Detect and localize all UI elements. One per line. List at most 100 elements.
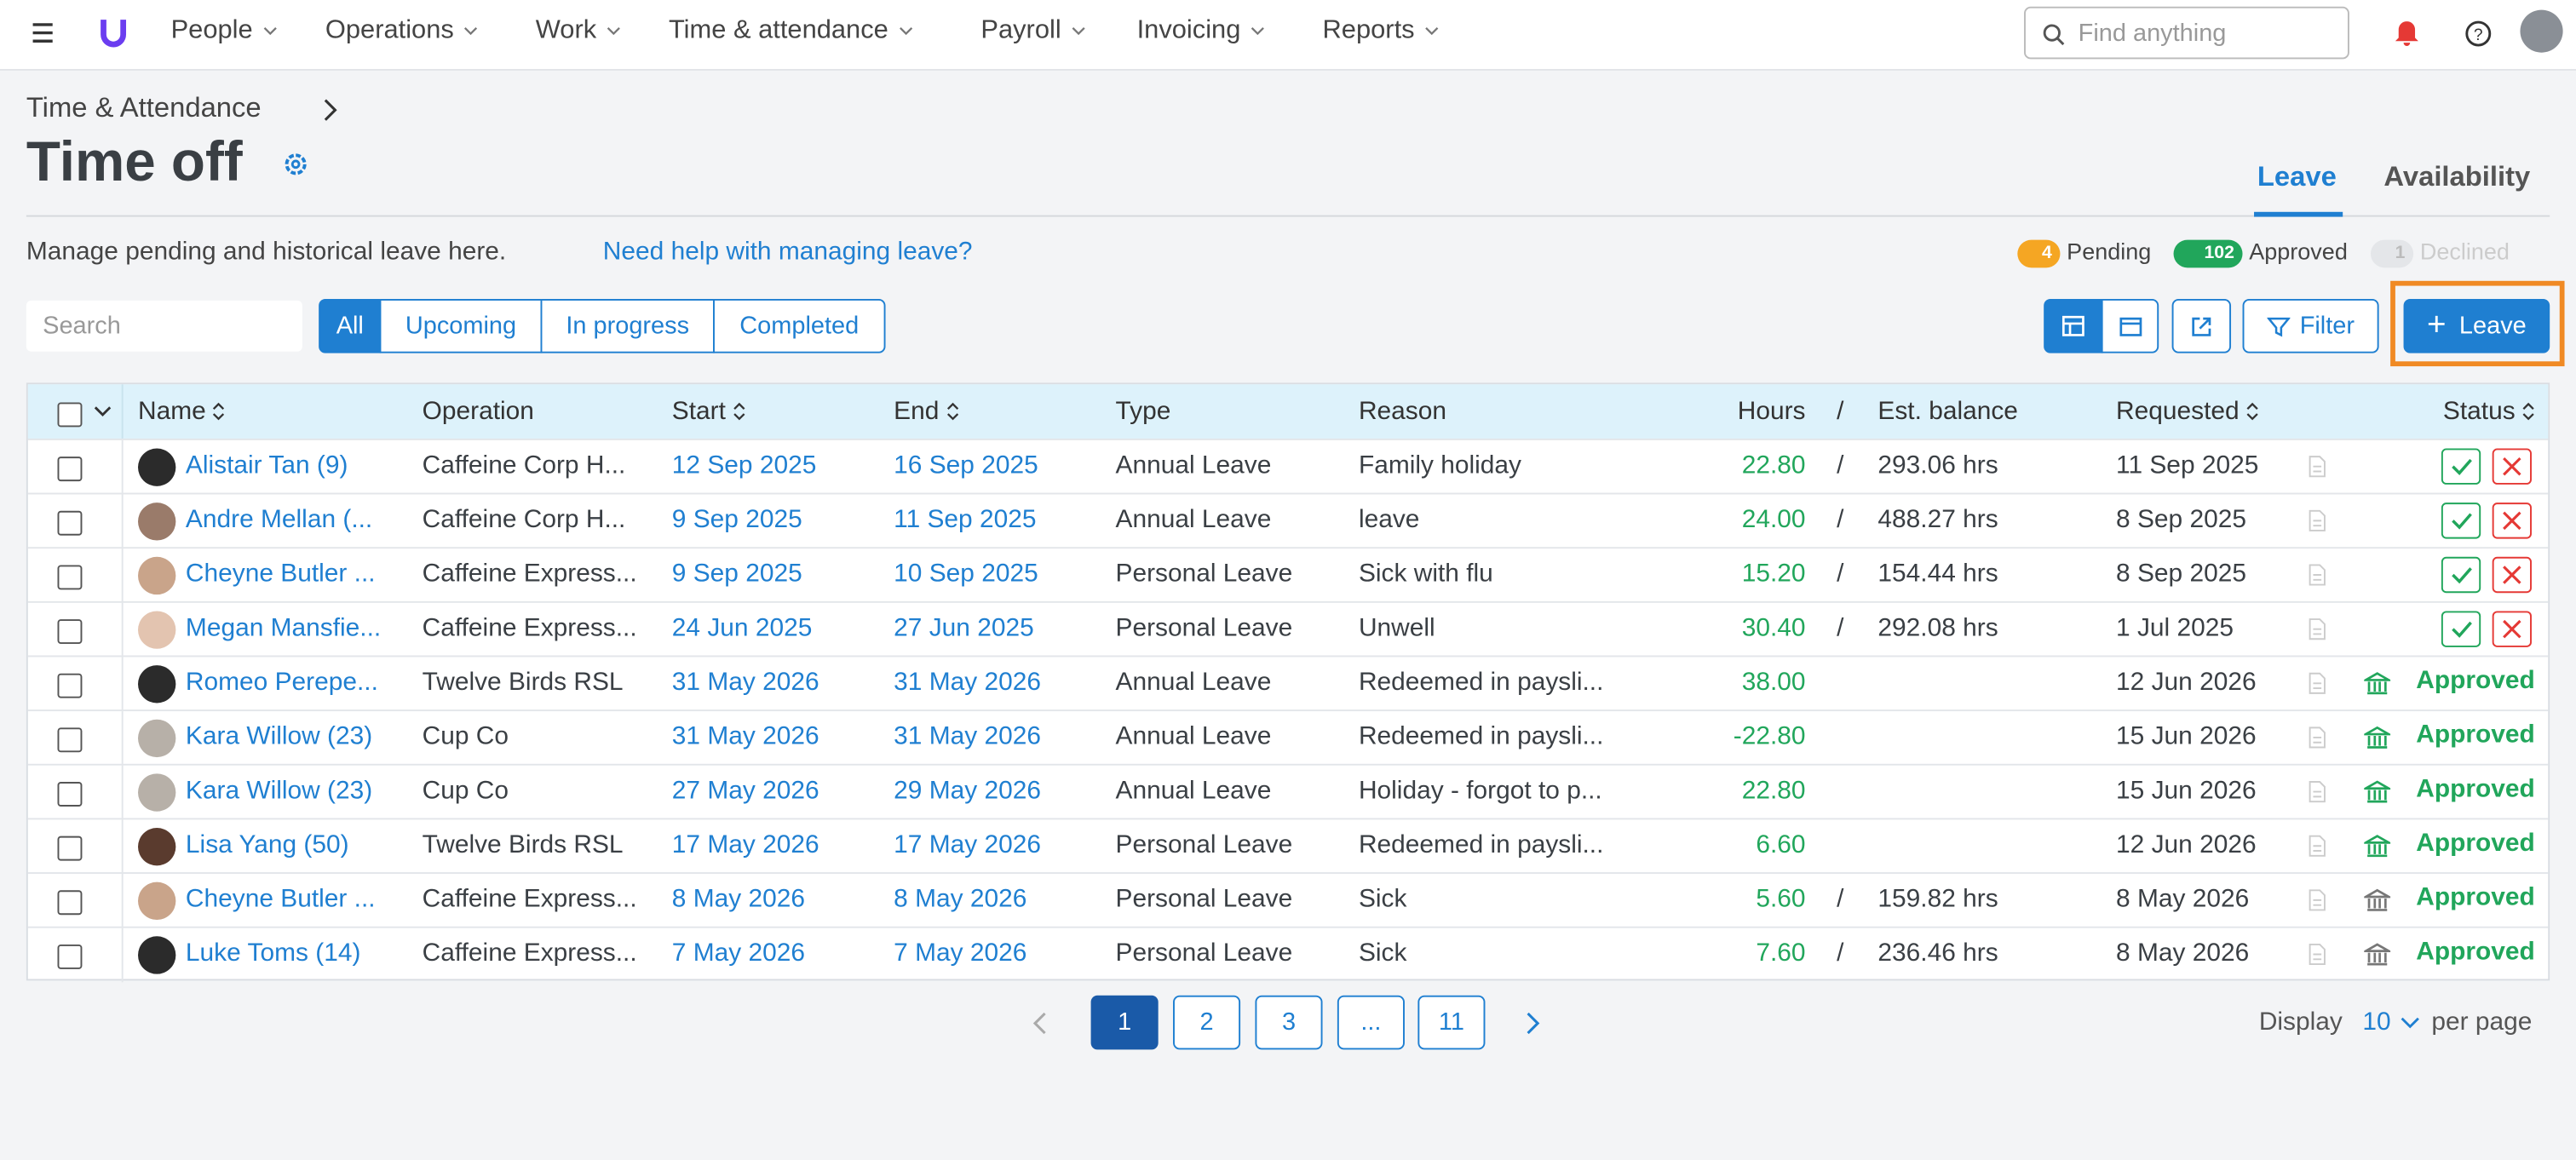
help-link[interactable]: Need help with managing leave? (602, 238, 973, 267)
employee-name[interactable]: Andre Mellan (... (185, 506, 373, 534)
column-header[interactable]: End (894, 384, 958, 439)
requested-date: 12 Jun 2026 (2116, 668, 2257, 697)
filter-option[interactable]: Upcoming (379, 299, 543, 353)
notifications[interactable] (2394, 20, 2420, 48)
logo[interactable] (99, 14, 129, 50)
attachment-icon[interactable] (2309, 835, 2326, 866)
approve-button[interactable] (2441, 556, 2481, 594)
menu-icon[interactable] (32, 21, 55, 44)
reason: Redeemed in paysli... (1358, 722, 1604, 751)
employee-name[interactable]: Alistair Tan (9) (185, 451, 348, 480)
breadcrumb[interactable]: Time & Attendance (26, 92, 262, 123)
employee-name[interactable]: Lisa Yang (50) (185, 830, 349, 859)
help[interactable]: ? (2464, 20, 2493, 48)
operation: Caffeine Corp H... (422, 451, 626, 480)
checkbox[interactable] (57, 619, 83, 645)
attachment-icon[interactable] (2309, 455, 2326, 486)
separator: / (1837, 885, 1844, 914)
calendar-view[interactable] (2101, 299, 2159, 353)
decline-button[interactable] (2492, 556, 2532, 594)
column-header[interactable]: Name (138, 384, 226, 439)
table-search[interactable]: Search (26, 300, 302, 352)
plus-icon: + (2426, 307, 2447, 344)
avatar (138, 665, 176, 703)
description: Manage pending and historical leave here… (26, 238, 507, 267)
filter-active[interactable]: All (319, 299, 382, 353)
next-page[interactable] (1525, 1012, 1541, 1043)
nav-item[interactable]: Payroll (980, 16, 1085, 46)
approve-button[interactable] (2441, 448, 2481, 485)
attachment-icon[interactable] (2309, 943, 2326, 974)
table-header: Name Operation Start End Type Reason Hours / Est… (27, 384, 2549, 439)
nav-item[interactable]: Operations (325, 16, 479, 46)
export[interactable] (2171, 299, 2232, 353)
table-view[interactable] (2044, 299, 2103, 353)
select-menu[interactable] (94, 398, 112, 428)
nav-item[interactable]: Reports (1323, 16, 1440, 46)
nav-item[interactable]: People (171, 16, 278, 46)
decline-button[interactable] (2492, 502, 2532, 539)
attachment-icon[interactable] (2309, 564, 2326, 595)
page-button[interactable]: 3 (1255, 995, 1323, 1050)
checkbox[interactable] (57, 836, 83, 861)
column-header[interactable]: Start (672, 384, 745, 439)
reason: Redeemed in paysli... (1358, 668, 1604, 697)
filter-button[interactable]: Filter (2242, 299, 2379, 353)
nav-item[interactable]: Time & attendance (669, 16, 913, 46)
employee-name[interactable]: Kara Willow (23) (185, 777, 373, 806)
checkbox[interactable] (57, 727, 83, 753)
employee-name[interactable]: Romeo Perepe... (185, 668, 378, 697)
page-button[interactable]: 11 (1417, 995, 1486, 1050)
checkbox[interactable] (57, 565, 83, 590)
decline-button[interactable] (2492, 448, 2532, 485)
approve-button[interactable] (2441, 502, 2481, 539)
page-size[interactable]: 10 (2362, 1008, 2420, 1038)
tab-active[interactable]: Leave (2257, 161, 2337, 192)
attachment-icon[interactable] (2309, 726, 2326, 757)
attachment-icon[interactable] (2309, 509, 2326, 541)
employee-name[interactable]: Megan Mansfie... (185, 614, 382, 643)
checkbox[interactable] (57, 402, 83, 428)
column-divider (121, 657, 124, 712)
decline-button[interactable] (2492, 611, 2532, 647)
nav-item[interactable]: Invoicing (1137, 16, 1266, 46)
avatar (138, 556, 176, 595)
reason: Redeemed in paysli... (1358, 830, 1604, 859)
settings-icon[interactable] (283, 151, 309, 177)
checkbox[interactable] (57, 510, 83, 536)
employee-name[interactable]: Cheyne Butler ... (185, 885, 376, 914)
page-button[interactable]: 2 (1173, 995, 1241, 1050)
column-header[interactable]: Status (2443, 384, 2535, 439)
column-header[interactable]: Requested (2116, 384, 2259, 439)
checkbox[interactable] (57, 944, 83, 969)
leave-type: Personal Leave (1115, 830, 1293, 859)
status-label: Approved (2249, 238, 2348, 265)
employee-name[interactable]: Luke Toms (14) (185, 939, 361, 968)
page-current[interactable]: 1 (1090, 995, 1159, 1050)
checkbox[interactable] (57, 782, 83, 807)
add-leave[interactable]: + Leave (2403, 299, 2550, 353)
status: Approved (2416, 829, 2535, 858)
checkbox[interactable] (57, 890, 83, 916)
attachment-icon[interactable] (2309, 780, 2326, 812)
separator: / (1837, 614, 1844, 643)
filter-option[interactable]: Completed (713, 299, 886, 353)
start-date: 31 May 2026 (671, 668, 819, 697)
global-search[interactable]: Find anything (2024, 6, 2349, 60)
checkbox[interactable] (57, 457, 83, 482)
avatar (138, 719, 176, 758)
employee-name[interactable]: Cheyne Butler ... (185, 560, 376, 589)
user-avatar[interactable] (2520, 9, 2563, 53)
nav-item[interactable]: Work (536, 16, 621, 46)
column-label: Operation (422, 397, 534, 426)
attachment-icon[interactable] (2309, 888, 2326, 920)
page-button[interactable]: ... (1337, 995, 1405, 1050)
attachment-icon[interactable] (2309, 672, 2326, 703)
filter-option[interactable]: In progress (540, 299, 715, 353)
attachment-icon[interactable] (2309, 617, 2326, 649)
approve-button[interactable] (2441, 611, 2481, 647)
prev-page[interactable] (1032, 1012, 1048, 1043)
employee-name[interactable]: Kara Willow (23) (185, 722, 373, 751)
tab[interactable]: Availability (2383, 161, 2531, 192)
checkbox[interactable] (57, 673, 83, 698)
